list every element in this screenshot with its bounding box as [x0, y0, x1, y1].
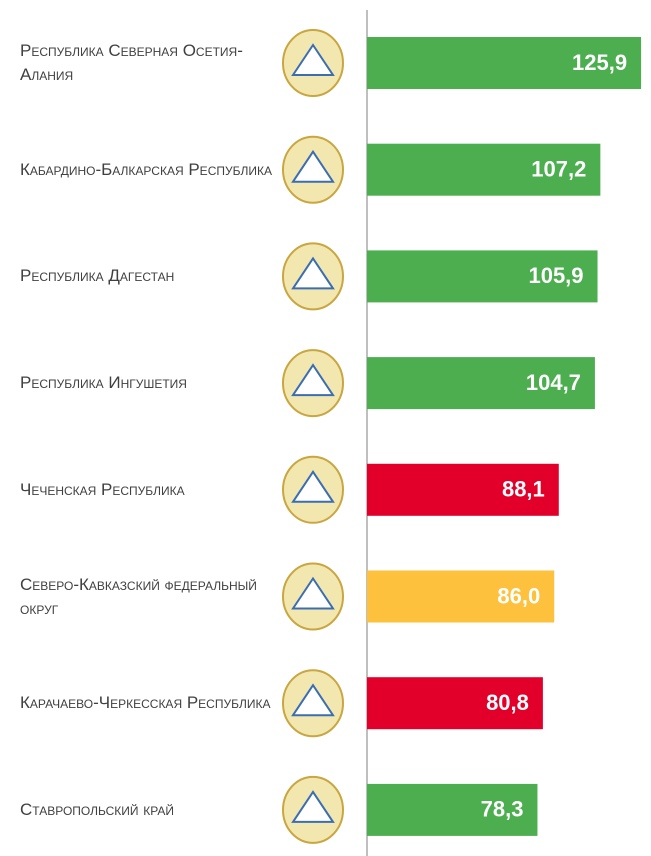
- category-label: Республика Ингушетия: [20, 373, 187, 393]
- category-label: Кабардино-Балкарская Республика: [20, 159, 272, 179]
- value-label: 125,9: [572, 50, 627, 75]
- value-label: 107,2: [531, 157, 586, 182]
- bar: [367, 463, 559, 516]
- bar: [367, 783, 538, 836]
- emblem-detail: [291, 576, 335, 610]
- emblem-detail: [291, 149, 335, 183]
- emblem-detail: [291, 43, 335, 76]
- category-label: Чеченская Республика: [20, 479, 185, 499]
- bar: [367, 677, 543, 730]
- emblem-detail: [291, 790, 335, 823]
- bar: [367, 37, 642, 89]
- value-label: 86,0: [497, 583, 540, 608]
- category-label: Республика Северная Осетия-Алания: [20, 41, 243, 84]
- value-label: 88,1: [502, 477, 545, 502]
- value-label: 104,7: [526, 370, 581, 395]
- category-label: Северо-Кавказский федеральный округ: [20, 574, 257, 618]
- bar: [367, 250, 598, 303]
- value-label: 105,9: [528, 263, 583, 288]
- emblem-detail: [291, 683, 335, 717]
- category-label: Республика Дагестан: [20, 266, 175, 286]
- value-label: 80,8: [486, 690, 529, 715]
- bar: [367, 357, 595, 410]
- emblem-detail: [291, 469, 335, 503]
- bar: [367, 570, 555, 623]
- category-label: Карачаево-Черкесская Республика: [20, 693, 271, 713]
- value-label: 78,3: [481, 797, 524, 822]
- emblem-detail: [291, 256, 335, 290]
- category-label: Ставропольский край: [20, 799, 175, 819]
- bar: [367, 143, 601, 196]
- emblem-detail: [291, 363, 335, 397]
